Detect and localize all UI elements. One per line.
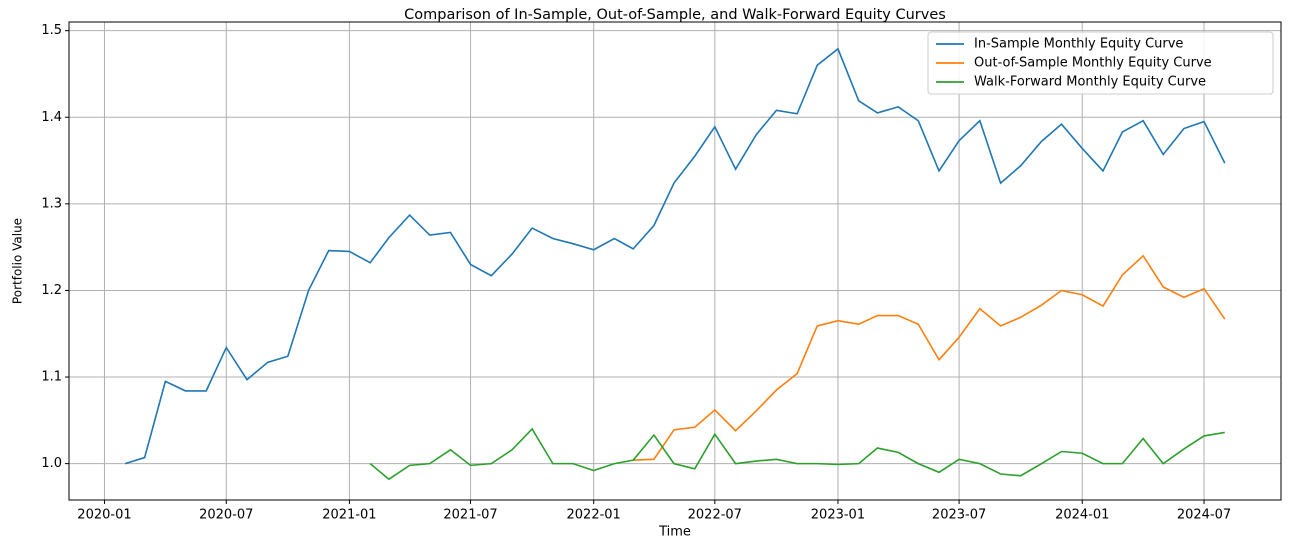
series-line [633, 254, 1226, 461]
x-tick-label: 2022-07 [688, 508, 742, 523]
legend-label: Out-of-Sample Monthly Equity Curve [974, 56, 1212, 71]
x-axis-label: Time [658, 525, 691, 540]
x-tick-label: 2024-07 [1177, 508, 1231, 523]
x-tick-label: 2020-07 [199, 508, 253, 523]
y-tick-label: 1.2 [41, 283, 62, 298]
legend-label: In-Sample Monthly Equity Curve [974, 37, 1183, 52]
y-tick-label: 1.0 [41, 456, 62, 471]
x-tick-label: 2023-07 [932, 508, 986, 523]
series-line [124, 47, 1226, 465]
y-axis-label: Portfolio Value [11, 218, 25, 304]
x-tick-label: 2024-01 [1055, 508, 1109, 523]
series-line [369, 427, 1225, 481]
legend: In-Sample Monthly Equity Curve Out-of-Sam… [927, 31, 1274, 95]
y-tick-label: 1.3 [41, 196, 62, 211]
x-tick-label: 2023-01 [811, 508, 865, 523]
x-tick-label: 2021-07 [443, 508, 497, 523]
chart-title: Comparison of In-Sample, Out-of-Sample, … [404, 7, 946, 23]
y-tick-label: 1.5 [41, 23, 62, 38]
x-tick-label: 2022-01 [567, 508, 621, 523]
plot-frame [68, 21, 1282, 501]
y-tick-label: 1.4 [41, 110, 62, 125]
legend-label: Walk-Forward Monthly Equity Curve [974, 75, 1206, 90]
x-tick-label: 2021-01 [322, 508, 376, 523]
x-tick-label: 2020-01 [77, 508, 131, 523]
y-tick-label: 1.1 [41, 370, 62, 385]
legend-box [927, 31, 1274, 95]
